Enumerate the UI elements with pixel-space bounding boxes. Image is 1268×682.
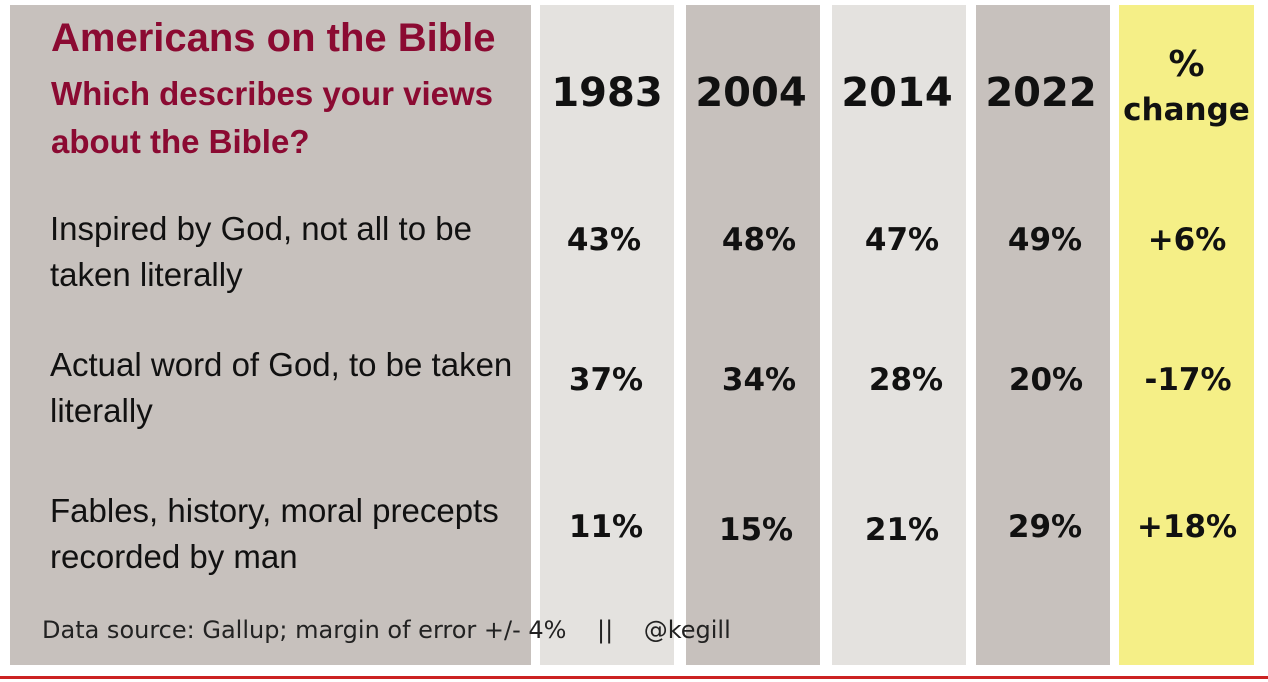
cell-inspired-change: +6% xyxy=(1147,222,1227,258)
chart-subtitle: Which describes your views about the Bib… xyxy=(51,75,493,160)
change-header-symbol: % xyxy=(1168,44,1205,85)
change-column-panel xyxy=(1119,5,1254,665)
data-source-footer: Data source: Gallup; margin of error +/-… xyxy=(42,616,731,644)
chart-title: Americans on the Bible xyxy=(51,16,496,60)
cell-actual-word-change: -17% xyxy=(1144,362,1232,398)
author-handle: @kegill xyxy=(643,616,731,644)
change-header-word: change xyxy=(1123,92,1250,128)
row-label-fables: Fables, history, moral precepts recorded… xyxy=(50,492,499,575)
cell-fables-1983: 11% xyxy=(568,509,644,545)
cell-actual-word-1983: 37% xyxy=(568,362,644,398)
bottom-rule xyxy=(0,676,1268,679)
source-text: Data source: Gallup; margin of error +/-… xyxy=(42,616,567,644)
footer-separator: || xyxy=(597,616,614,644)
cell-fables-change: +18% xyxy=(1136,509,1238,545)
cell-fables-2014: 21% xyxy=(864,512,940,548)
column-panel-2014 xyxy=(832,5,966,665)
column-panel-2022 xyxy=(976,5,1110,665)
cell-inspired-2022: 49% xyxy=(1007,222,1083,258)
cell-actual-word-2004: 34% xyxy=(721,362,797,398)
row-label-actual-word: Actual word of God, to be taken literall… xyxy=(50,346,513,429)
column-header-2022: 2022 xyxy=(985,70,1097,116)
column-panel-2004 xyxy=(686,5,820,665)
column-header-2004: 2004 xyxy=(695,70,807,116)
cell-actual-word-2022: 20% xyxy=(1008,362,1084,398)
cell-inspired-2014: 47% xyxy=(864,222,940,258)
cell-actual-word-2014: 28% xyxy=(868,362,944,398)
column-header-2014: 2014 xyxy=(841,70,953,116)
cell-inspired-2004: 48% xyxy=(721,222,797,258)
row-label-inspired: Inspired by God, not all to be taken lit… xyxy=(50,210,472,293)
column-header-1983: 1983 xyxy=(551,70,663,116)
label-column-panel xyxy=(10,5,531,665)
cell-fables-2004: 15% xyxy=(718,512,794,548)
column-panel-1983 xyxy=(540,5,674,665)
cell-fables-2022: 29% xyxy=(1007,509,1083,545)
cell-inspired-1983: 43% xyxy=(566,222,642,258)
